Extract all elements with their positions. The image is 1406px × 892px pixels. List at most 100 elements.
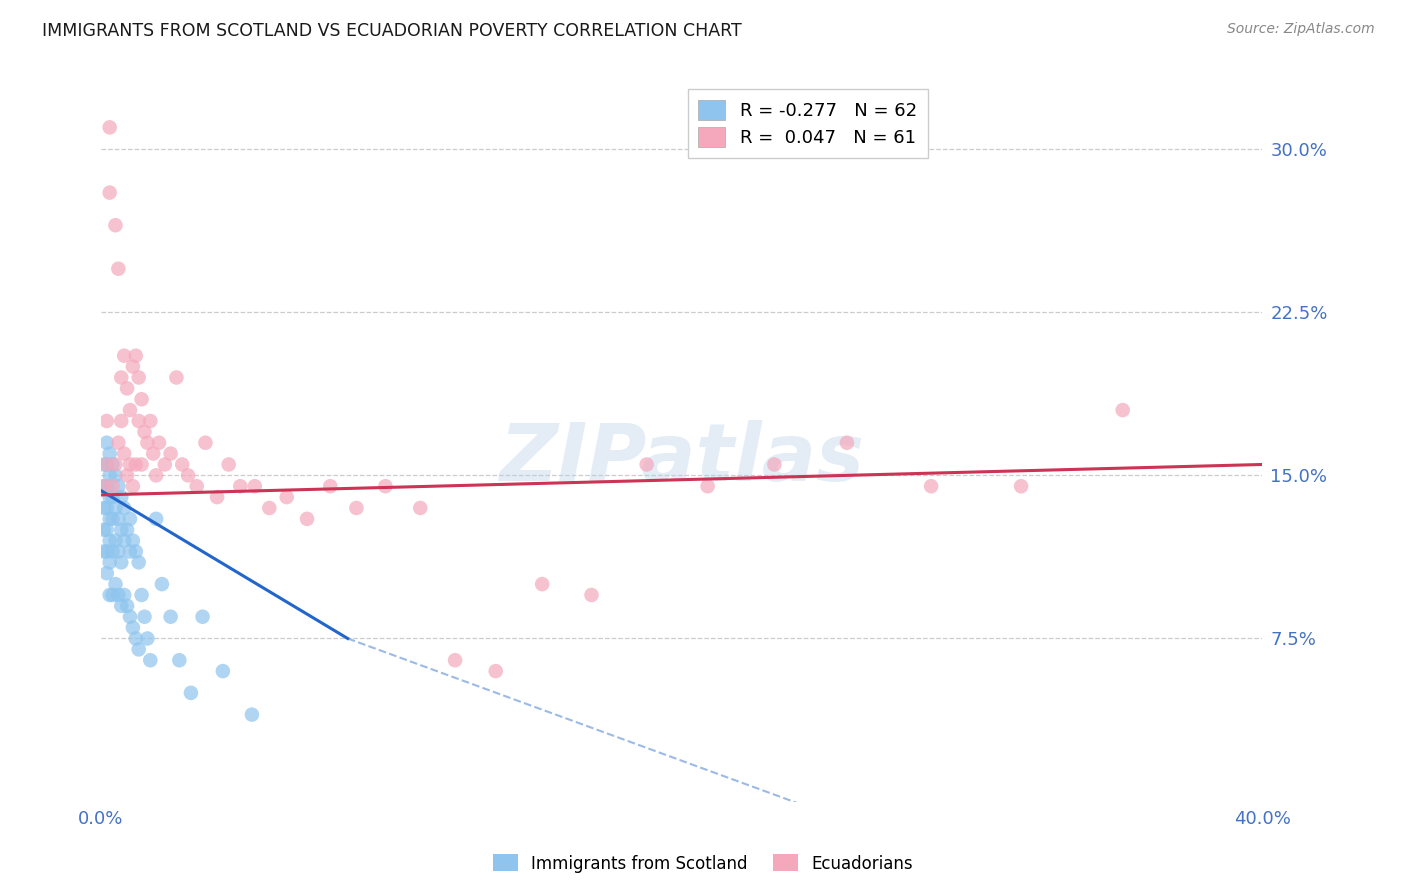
Point (218, 458, 240, 472)
Point (131, 458, 153, 472)
Point (128, 642, 150, 657)
Point (134, 609, 156, 624)
Point (107, 512, 129, 526)
Point (118, 544, 141, 558)
Point (115, 523, 138, 537)
Point (172, 458, 194, 472)
Point (148, 435, 170, 450)
Point (118, 403, 141, 417)
Point (96, 523, 118, 537)
Point (150, 577, 173, 591)
Point (122, 533, 145, 548)
Point (98, 447, 121, 461)
Point (101, 512, 124, 526)
Point (98, 512, 121, 526)
Point (920, 479, 942, 493)
Point (485, 664, 508, 678)
Point (112, 500, 135, 515)
Text: IMMIGRANTS FROM SCOTLAND VS ECUADORIAN POVERTY CORRELATION CHART: IMMIGRANTS FROM SCOTLAND VS ECUADORIAN P… (42, 22, 742, 40)
Point (125, 349, 148, 363)
Point (159, 447, 181, 461)
Point (169, 653, 191, 667)
Point (128, 414, 150, 428)
Point (101, 490, 124, 504)
Point (104, 468, 127, 483)
Point (186, 479, 208, 493)
Point (122, 621, 145, 635)
Point (134, 425, 156, 439)
Point (118, 458, 141, 472)
Point (101, 458, 124, 472)
Point (125, 632, 148, 646)
Point (165, 370, 187, 384)
Point (110, 414, 132, 428)
Point (229, 479, 252, 493)
Point (96, 479, 118, 493)
Point (98, 186, 121, 200)
Point (319, 479, 342, 493)
Point (104, 500, 127, 515)
Point (107, 588, 129, 602)
Point (93, 458, 115, 472)
Point (96, 458, 118, 472)
Point (93, 523, 115, 537)
Point (93, 544, 115, 558)
Point (177, 468, 200, 483)
Point (131, 588, 153, 602)
Point (115, 468, 138, 483)
Point (104, 458, 127, 472)
Point (101, 588, 124, 602)
Text: ZIPatlas: ZIPatlas (499, 420, 865, 498)
Point (243, 479, 266, 493)
Text: Source: ZipAtlas.com: Source: ZipAtlas.com (1227, 22, 1375, 37)
Point (205, 490, 228, 504)
Point (444, 653, 467, 667)
Point (96, 435, 118, 450)
Legend: R = -0.277   N = 62, R =  0.047   N = 61: R = -0.277 N = 62, R = 0.047 N = 61 (688, 89, 928, 158)
Point (112, 447, 135, 461)
Point (212, 664, 235, 678)
Point (96, 544, 118, 558)
Point (104, 533, 127, 548)
Point (276, 490, 298, 504)
Point (153, 458, 176, 472)
Point (136, 435, 159, 450)
Point (295, 512, 318, 526)
Point (115, 599, 138, 613)
Point (142, 447, 165, 461)
Point (636, 458, 658, 472)
Point (110, 370, 132, 384)
Point (96, 500, 118, 515)
Point (96, 414, 118, 428)
Point (98, 468, 121, 483)
Point (139, 414, 162, 428)
Point (112, 349, 135, 363)
Point (374, 479, 396, 493)
Point (112, 588, 135, 602)
Point (125, 458, 148, 472)
Point (98, 555, 121, 569)
Point (194, 435, 217, 450)
Point (118, 609, 141, 624)
Point (136, 632, 159, 646)
Point (93, 479, 115, 493)
Point (259, 500, 281, 515)
Point (122, 359, 145, 374)
Point (107, 261, 129, 276)
Point (110, 599, 132, 613)
Point (107, 544, 129, 558)
Point (139, 653, 162, 667)
Point (696, 479, 718, 493)
Point (98, 120, 121, 135)
Point (98, 533, 121, 548)
Point (131, 392, 153, 407)
Point (96, 458, 118, 472)
Point (118, 512, 141, 526)
Point (1112, 403, 1135, 417)
Point (110, 555, 132, 569)
Point (93, 500, 115, 515)
Point (101, 479, 124, 493)
Point (581, 588, 603, 602)
Point (531, 577, 554, 591)
Point (104, 219, 127, 233)
